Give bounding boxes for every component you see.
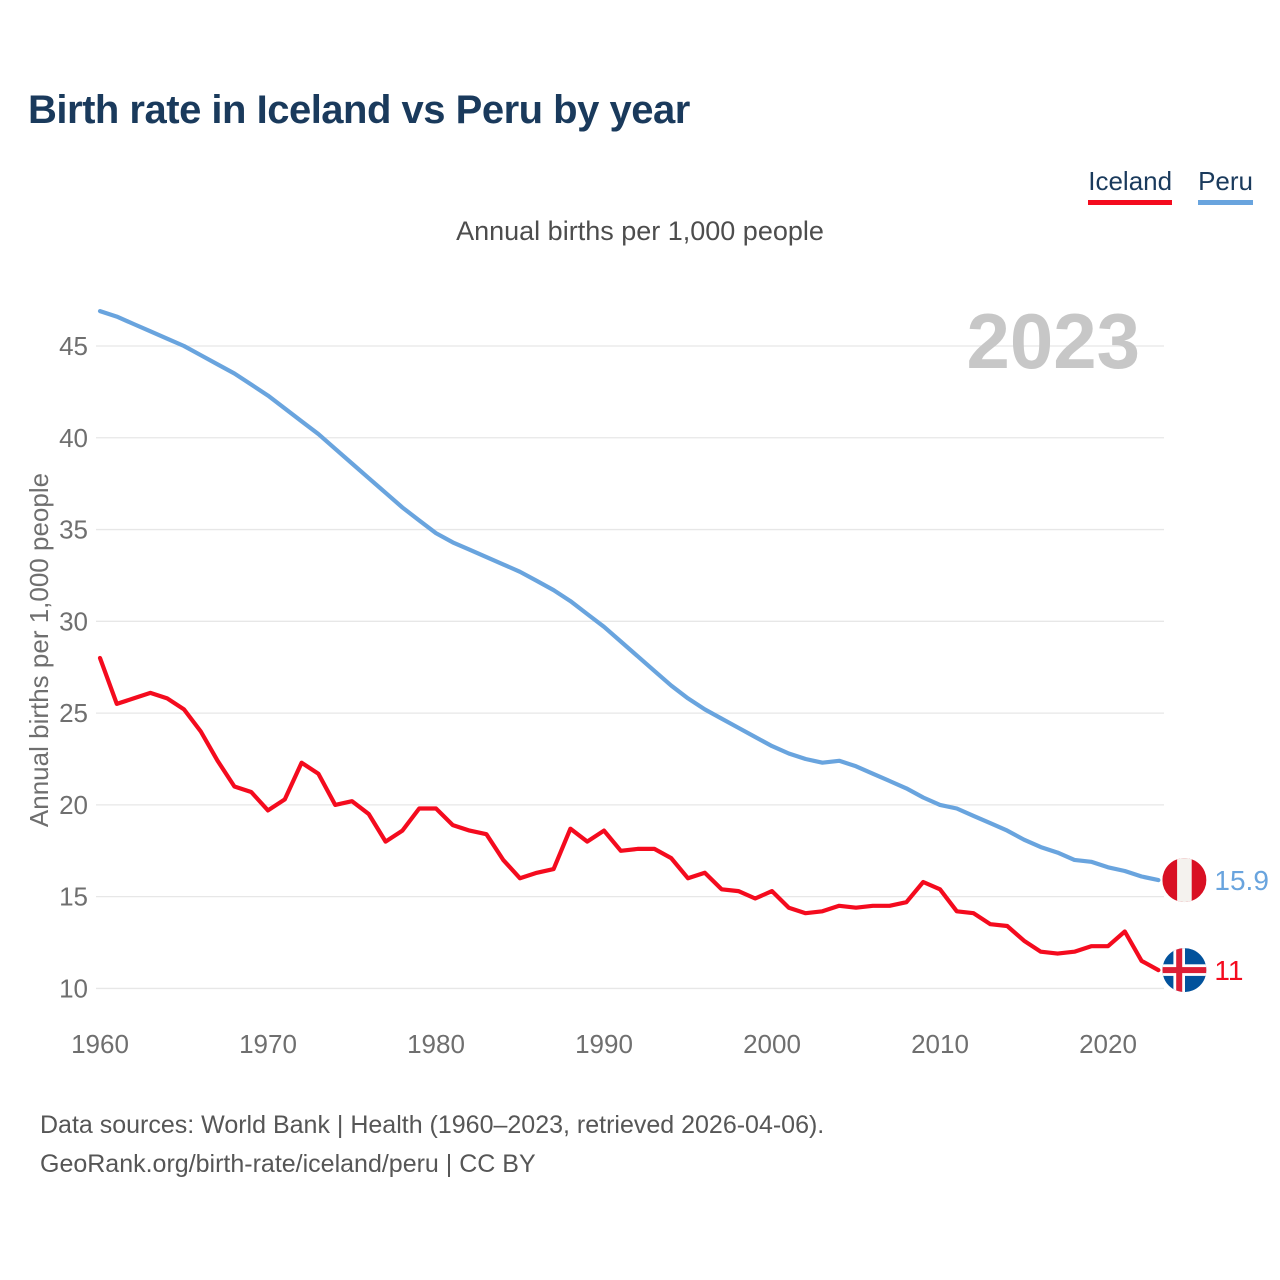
x-tick-label: 1990 [575, 1029, 633, 1059]
iceland-flag-icon [1162, 948, 1207, 993]
attribution-text: GeoRank.org/birth-rate/iceland/peru | CC… [40, 1150, 536, 1178]
x-axis-labels: 1960 1970 1980 1990 2000 2010 2020 [71, 1029, 1137, 1059]
legend-item-iceland[interactable]: Iceland [1088, 166, 1173, 205]
x-tick-label: 2010 [911, 1029, 969, 1059]
legend-item-peru[interactable]: Peru [1198, 166, 1253, 205]
y-tick-label: 20 [59, 790, 88, 820]
peru-value-label: 15.9 [1214, 865, 1269, 896]
x-tick-label: 1980 [407, 1029, 465, 1059]
footer: Data sources: World Bank | Health (1960–… [40, 1106, 824, 1184]
y-axis-title: Annual births per 1,000 people [24, 473, 54, 827]
y-axis-labels: 10 15 20 25 30 35 40 45 [59, 331, 88, 1003]
y-tick-label: 30 [59, 606, 88, 636]
y-tick-label: 10 [59, 973, 88, 1003]
watermark-year: 2023 [966, 297, 1140, 385]
legend: Iceland Peru [1088, 166, 1253, 205]
y-tick-label: 25 [59, 698, 88, 728]
y-tick-label: 40 [59, 423, 88, 453]
gridlines [96, 345, 1164, 990]
x-tick-label: 1970 [239, 1029, 297, 1059]
x-tick-label: 1960 [71, 1029, 129, 1059]
peru-flag-icon [1162, 858, 1207, 903]
chart-subtitle: Annual births per 1,000 people [456, 216, 824, 246]
page-title: Birth rate in Iceland vs Peru by year [28, 88, 690, 132]
peru-line [97, 308, 1161, 883]
x-tick-label: 2020 [1079, 1029, 1137, 1059]
x-tick-label: 2000 [743, 1029, 801, 1059]
y-tick-label: 35 [59, 515, 88, 545]
iceland-value-label: 11 [1214, 955, 1243, 986]
chart: 10 15 20 25 30 35 40 45 2023 1960 1970 1980 1990 2000… [24, 297, 1269, 1059]
y-tick-label: 15 [59, 882, 88, 912]
data-sources-text: Data sources: World Bank | Health (1960–… [40, 1111, 825, 1139]
y-tick-label: 45 [59, 331, 88, 361]
iceland-line [97, 655, 1161, 973]
